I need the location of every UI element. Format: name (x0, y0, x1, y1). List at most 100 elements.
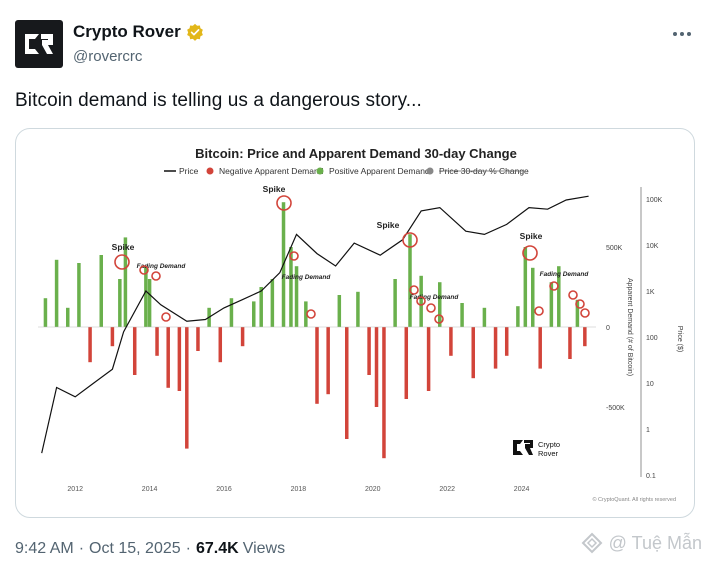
negative-demand-bar (218, 327, 223, 363)
more-options-icon[interactable] (669, 23, 695, 45)
price-axis-tick: 0.1 (646, 473, 656, 480)
x-tick-label: 2016 (216, 486, 232, 493)
price-axis-label: Price ($) (676, 326, 683, 352)
chart-svg: Bitcoin: Price and Apparent Demand 30-da… (38, 146, 683, 503)
highlight-circle (534, 306, 544, 316)
negative-demand-bar (326, 327, 330, 395)
legend-swatch (426, 167, 434, 175)
annotation-label: Spike (263, 184, 286, 194)
highlight-circle (151, 271, 161, 281)
x-tick-label: 2018 (291, 486, 307, 493)
positive-demand-bar (123, 237, 128, 327)
demand-axis-tick: -500K (606, 405, 625, 412)
footer-separator: · (78, 540, 85, 557)
positive-demand-bar (531, 267, 535, 327)
negative-demand-bar (404, 327, 409, 399)
tweet-time[interactable]: 9:42 AM (15, 540, 74, 557)
annotation-label: Fading Demand (410, 294, 460, 301)
watermark: @ Tuệ Mẫn (581, 532, 702, 554)
positive-demand-bar (516, 306, 520, 327)
negative-demand-bar (345, 327, 349, 439)
annotation-label: Spike (377, 220, 400, 230)
price-axis-tick: 100 (646, 335, 658, 342)
negative-demand-bar (382, 327, 386, 459)
negative-demand-bar (504, 327, 509, 356)
annotation-label: Spike (520, 231, 543, 241)
views-label: Views (242, 540, 286, 557)
price-line (41, 195, 589, 454)
positive-demand-bar (337, 295, 342, 327)
price-axis-tick: 100K (646, 197, 663, 204)
x-tick-label: 2020 (365, 486, 381, 493)
price-axis-tick: 10 (646, 381, 654, 388)
avatar[interactable] (15, 20, 63, 68)
annotation-label: Fading Demand (137, 263, 187, 270)
positive-demand-bar (270, 279, 275, 327)
highlight-circle (580, 308, 590, 318)
legend-label: Positive Apparent Demand (329, 166, 430, 176)
tweet-header: Crypto Rover @rovercrc (15, 17, 697, 69)
tweet-media-chart[interactable]: Bitcoin: Price and Apparent Demand 30-da… (15, 128, 695, 518)
positive-demand-bar (252, 301, 256, 327)
legend-label: Negative Apparent Demand (219, 166, 324, 176)
positive-demand-bar (419, 275, 423, 327)
positive-demand-bar (147, 279, 152, 327)
price-axis-tick: 1K (646, 289, 655, 296)
negative-demand-bar (493, 327, 498, 369)
highlight-circle (402, 232, 418, 248)
positive-demand-bar (77, 263, 81, 327)
positive-demand-bar (408, 234, 412, 327)
negative-demand-bar (110, 327, 115, 347)
positive-demand-bar (438, 282, 442, 327)
negative-demand-bar (538, 327, 542, 369)
author-name[interactable]: Crypto Rover (73, 22, 181, 41)
positive-demand-bar (289, 247, 293, 327)
annotation-label: Fading Demand (282, 274, 332, 281)
negative-demand-bar (177, 327, 182, 391)
author-handle[interactable]: @rovercrc (73, 48, 143, 65)
demand-axis-tick: 500K (606, 245, 623, 252)
highlight-circle (139, 265, 149, 275)
negative-demand-bar (185, 327, 189, 449)
positive-demand-bar (557, 266, 561, 327)
x-tick-label: 2012 (67, 486, 83, 493)
chart-credit: © CryptoQuant. All rights reserved (592, 496, 676, 503)
positive-demand-bar (575, 299, 580, 327)
chart-title: Bitcoin: Price and Apparent Demand 30-da… (195, 146, 517, 161)
positive-demand-bar (259, 287, 263, 327)
x-tick-label: 2014 (142, 486, 158, 493)
price-axis-tick: 10K (646, 243, 659, 250)
negative-demand-bar (88, 327, 92, 363)
highlight-circle (409, 285, 419, 295)
highlight-circle (161, 312, 171, 322)
highlight-circle (426, 303, 436, 313)
positive-demand-bar (54, 259, 59, 327)
demand-axis-tick: 0 (606, 325, 610, 332)
demand-axis-label: Apparent Demand (# of Bitcoin) (626, 278, 633, 376)
negative-demand-bar (367, 327, 371, 375)
crypto-rover-chart-logo-icon (513, 440, 523, 455)
diamond-watermark-icon (581, 532, 603, 554)
negative-demand-bar (583, 327, 587, 347)
crypto-rover-logo-icon (25, 34, 53, 54)
positive-demand-bar (229, 298, 234, 327)
positive-demand-bar (66, 307, 70, 327)
positive-demand-bar (523, 247, 528, 327)
negative-demand-bar (426, 327, 431, 391)
highlight-circle (434, 314, 444, 324)
positive-demand-bar (43, 298, 48, 327)
positive-demand-bar (393, 279, 397, 327)
verified-badge-icon (186, 23, 203, 41)
negative-demand-bar (449, 327, 453, 356)
tweet-text: Bitcoin demand is telling us a dangerous… (15, 90, 422, 111)
highlight-circle (568, 290, 578, 300)
positive-demand-bar (118, 279, 122, 327)
highlight-circle (114, 254, 130, 270)
annotation-label: Spike (112, 242, 135, 252)
views-count[interactable]: 67.4K (195, 540, 239, 557)
tweet-date[interactable]: Oct 15, 2025 (89, 540, 181, 557)
negative-demand-bar (155, 327, 159, 356)
negative-demand-bar (568, 327, 572, 359)
positive-demand-bar (294, 266, 299, 327)
legend-swatch (206, 167, 214, 175)
